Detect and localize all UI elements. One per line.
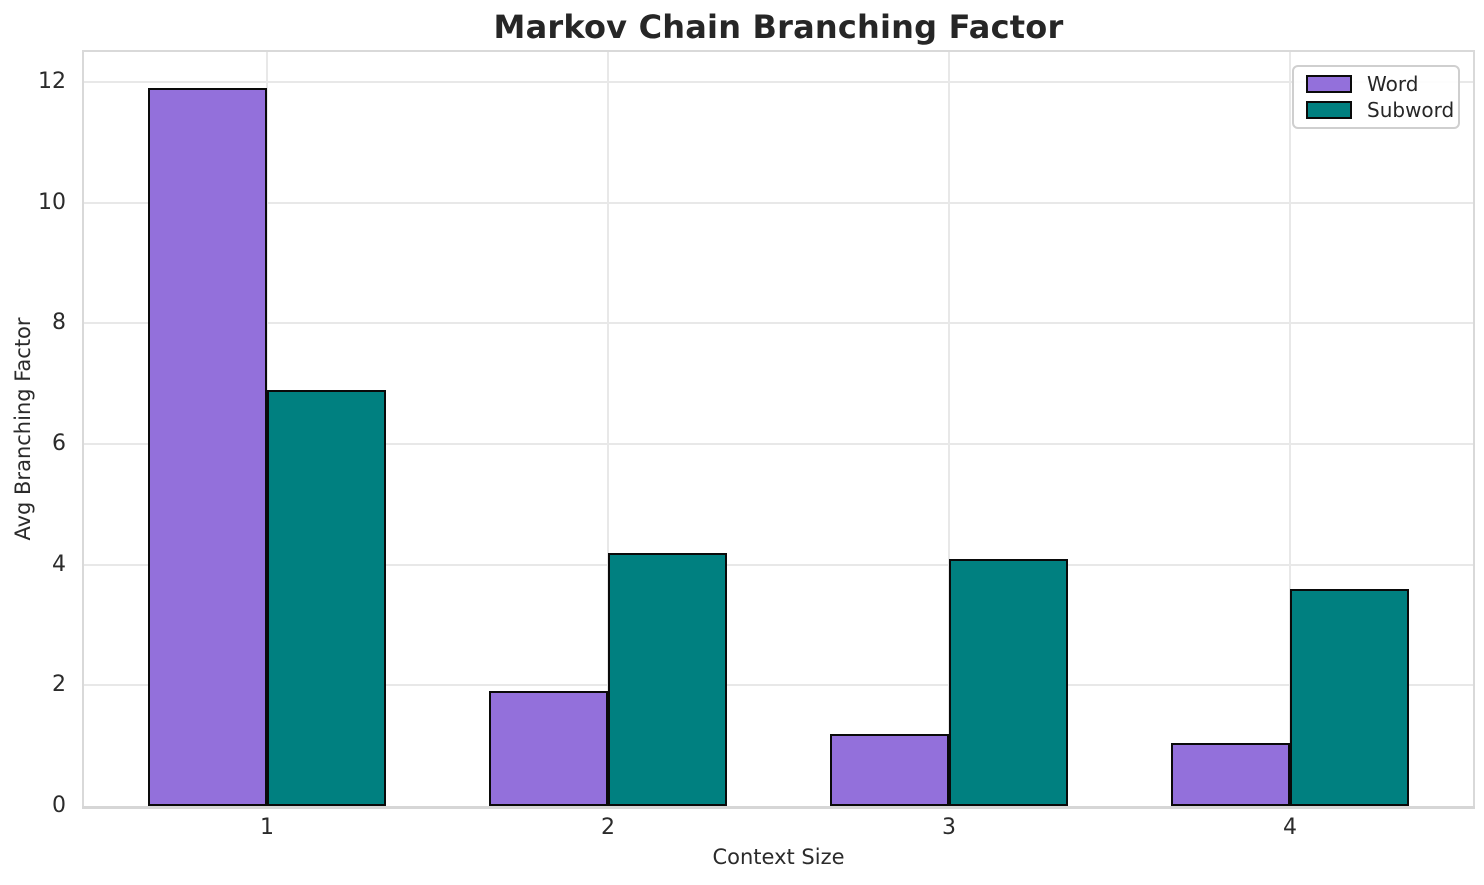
bar-subword-cat3 — [949, 559, 1068, 806]
legend-item-subword: Subword — [1306, 98, 1454, 122]
y-tick-label: 12 — [38, 69, 66, 94]
x-axis-line — [82, 806, 1475, 809]
x-tick-label: 2 — [601, 815, 615, 840]
v-gridline — [948, 52, 951, 806]
h-gridline — [84, 563, 1473, 566]
y-tick-label: 0 — [52, 793, 66, 818]
bar-word-cat4 — [1171, 743, 1290, 806]
x-tick-label: 1 — [260, 815, 274, 840]
left-spine — [82, 50, 84, 808]
plot-area — [82, 50, 1475, 809]
legend-label: Word — [1367, 71, 1419, 96]
h-gridline — [84, 443, 1473, 446]
bar-word-cat3 — [830, 734, 949, 806]
legend-swatch-subword — [1306, 101, 1352, 120]
chart-title: Markov Chain Branching Factor — [493, 8, 1064, 46]
legend: Word Subword — [1292, 65, 1460, 129]
v-gridline — [1289, 52, 1292, 806]
y-tick-label: 4 — [52, 552, 66, 577]
legend-swatch-word — [1306, 74, 1352, 93]
y-tick-label: 10 — [38, 190, 66, 215]
y-axis-label: Avg Branching Factor — [11, 317, 35, 541]
bar-subword-cat2 — [608, 553, 727, 806]
x-tick-label: 3 — [942, 815, 956, 840]
legend-item-word: Word — [1306, 72, 1446, 96]
bar-subword-cat1 — [267, 390, 386, 806]
bar-subword-cat4 — [1290, 589, 1409, 806]
legend-label: Subword — [1367, 98, 1455, 123]
bar-word-cat1 — [148, 88, 267, 806]
h-gridline — [84, 201, 1473, 204]
right-spine — [1473, 50, 1475, 808]
y-tick-label: 8 — [52, 310, 66, 335]
x-tick-label: 4 — [1283, 815, 1297, 840]
x-axis-label: Context Size — [712, 845, 845, 869]
v-gridline — [606, 52, 609, 806]
h-gridline — [84, 322, 1473, 325]
y-tick-label: 6 — [52, 431, 66, 456]
top-spine — [82, 50, 1475, 52]
y-tick-label: 2 — [52, 672, 66, 697]
h-gridline — [84, 684, 1473, 687]
bar-word-cat2 — [489, 691, 608, 806]
h-gridline — [84, 81, 1473, 84]
